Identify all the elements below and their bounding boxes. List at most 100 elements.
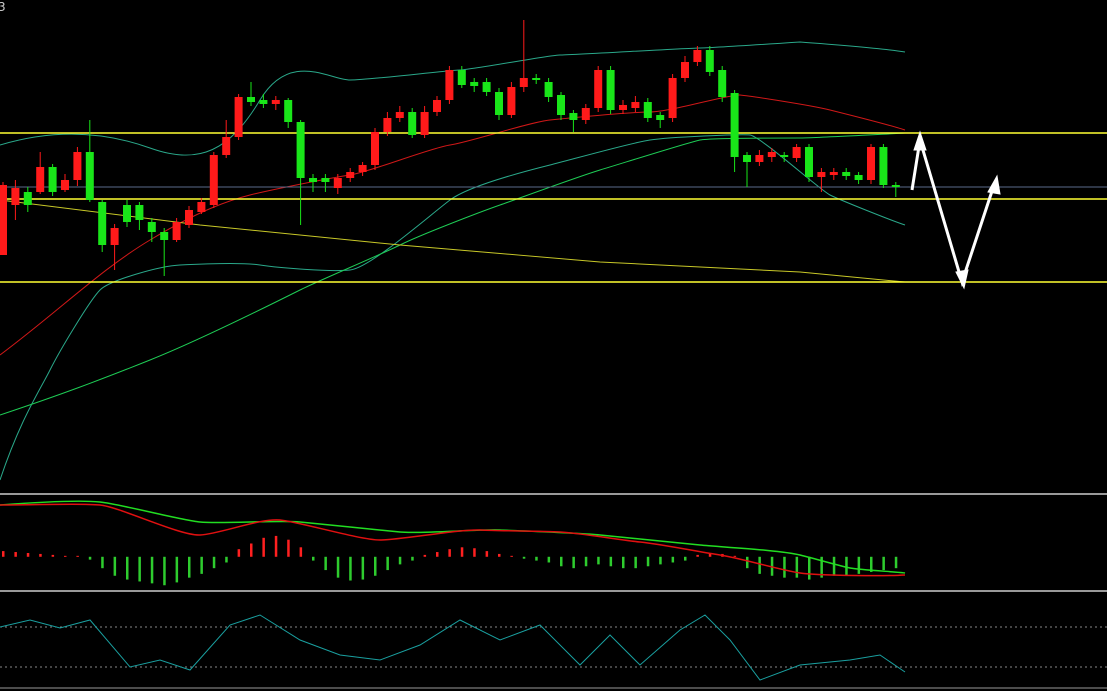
candle-body xyxy=(309,178,317,182)
arrow-head xyxy=(955,269,969,290)
candle-body xyxy=(544,82,553,97)
header-text: 3 xyxy=(0,0,6,14)
macd-histogram-bar xyxy=(733,555,737,557)
macd-histogram-bar xyxy=(163,556,166,586)
candle-body xyxy=(98,202,107,245)
candle-body xyxy=(321,178,330,182)
candle-body xyxy=(185,210,193,225)
candle-body xyxy=(557,95,565,115)
arrow-head xyxy=(987,174,1001,195)
macd-histogram-bar xyxy=(64,555,67,557)
candle-body xyxy=(433,100,441,112)
candle-body xyxy=(842,172,851,176)
candle-body xyxy=(743,155,751,162)
macd-histogram-bar xyxy=(126,556,129,580)
candle-body xyxy=(705,50,714,72)
candle-body xyxy=(172,222,181,240)
candle-body xyxy=(110,228,119,245)
candle-body xyxy=(792,147,801,158)
candle-body xyxy=(271,100,280,104)
candle-body xyxy=(420,112,429,135)
candle-body xyxy=(594,70,603,108)
moving-average-slow xyxy=(0,199,906,283)
candle-body xyxy=(222,137,231,155)
macd-histogram-bar xyxy=(436,552,439,557)
candle-body xyxy=(0,185,7,255)
price-panel xyxy=(0,20,1107,283)
candle-body xyxy=(780,155,789,157)
macd-histogram-bar xyxy=(138,556,141,582)
macd-histogram-bar xyxy=(758,556,761,574)
candle-body xyxy=(85,152,94,200)
candle-body xyxy=(532,78,541,80)
candle-body xyxy=(209,155,218,205)
candle-body xyxy=(445,70,454,100)
macd-histogram-bar xyxy=(200,556,203,574)
oscillator-line xyxy=(0,614,906,681)
candle-body xyxy=(160,232,169,240)
macd-histogram-bar xyxy=(398,556,402,565)
macd-histogram-bar xyxy=(547,556,551,563)
macd-histogram-bar xyxy=(746,556,749,569)
macd-histogram-bar xyxy=(609,556,613,567)
candle-body xyxy=(61,180,69,190)
candle-body xyxy=(333,178,342,188)
macd-histogram-bar xyxy=(634,556,637,569)
candle-body xyxy=(767,152,776,157)
macd-histogram-bar xyxy=(597,556,600,565)
candle-body xyxy=(829,172,838,175)
macd-histogram-bar xyxy=(460,547,464,557)
candle-body xyxy=(197,202,206,212)
macd-histogram-bar xyxy=(262,537,265,557)
macd-histogram-bar xyxy=(361,556,365,580)
macd-histogram-bar xyxy=(349,556,352,581)
macd-histogram-bar xyxy=(411,556,414,561)
macd-histogram-bar xyxy=(175,556,179,583)
candle-body xyxy=(36,167,45,192)
candle-body xyxy=(631,102,640,108)
candle-body xyxy=(879,147,888,185)
macd-histogram-bar xyxy=(39,553,42,557)
candle-body xyxy=(569,113,578,120)
macd-histogram-bar xyxy=(857,556,861,574)
candle-body xyxy=(718,70,727,97)
candle-body xyxy=(805,147,813,177)
candle-body xyxy=(470,82,479,86)
candle-body xyxy=(581,108,590,120)
macd-histogram-bar xyxy=(870,556,873,572)
macd-histogram-bar xyxy=(894,556,898,569)
macd-histogram-bar xyxy=(14,552,17,557)
macd-histogram-bar xyxy=(113,556,117,576)
macd-histogram-bar xyxy=(783,556,786,578)
candle-body xyxy=(755,155,764,162)
macd-histogram-bar xyxy=(237,549,241,557)
candle-body xyxy=(891,185,900,187)
candle-body xyxy=(296,122,305,178)
candle-body xyxy=(73,152,82,180)
candle-body xyxy=(817,172,826,177)
macd-histogram-bar xyxy=(795,556,799,578)
macd-histogram-bar xyxy=(832,556,836,576)
macd-histogram-bar xyxy=(2,551,5,557)
candle-body xyxy=(656,115,665,120)
candle-body xyxy=(693,50,702,62)
macd-histogram-bar xyxy=(386,556,389,571)
macd-histogram-bar xyxy=(250,543,253,557)
macd-histogram-bar xyxy=(659,556,662,565)
candle-body xyxy=(507,87,516,115)
candle-body xyxy=(123,205,131,222)
macd-histogram-bar xyxy=(684,556,687,561)
candle-body xyxy=(606,70,615,110)
candle-body xyxy=(371,132,379,165)
macd-histogram-bar xyxy=(485,551,489,557)
candle-body xyxy=(681,62,689,78)
candle-body xyxy=(668,78,677,118)
moving-average-long xyxy=(0,132,906,416)
forecast-arrows xyxy=(910,130,1001,290)
macd-histogram-bar xyxy=(696,554,699,557)
macd-histogram-bar xyxy=(646,556,650,567)
macd-panel xyxy=(2,535,898,586)
macd-histogram-bar xyxy=(101,556,104,569)
macd-histogram-bar xyxy=(423,554,427,557)
